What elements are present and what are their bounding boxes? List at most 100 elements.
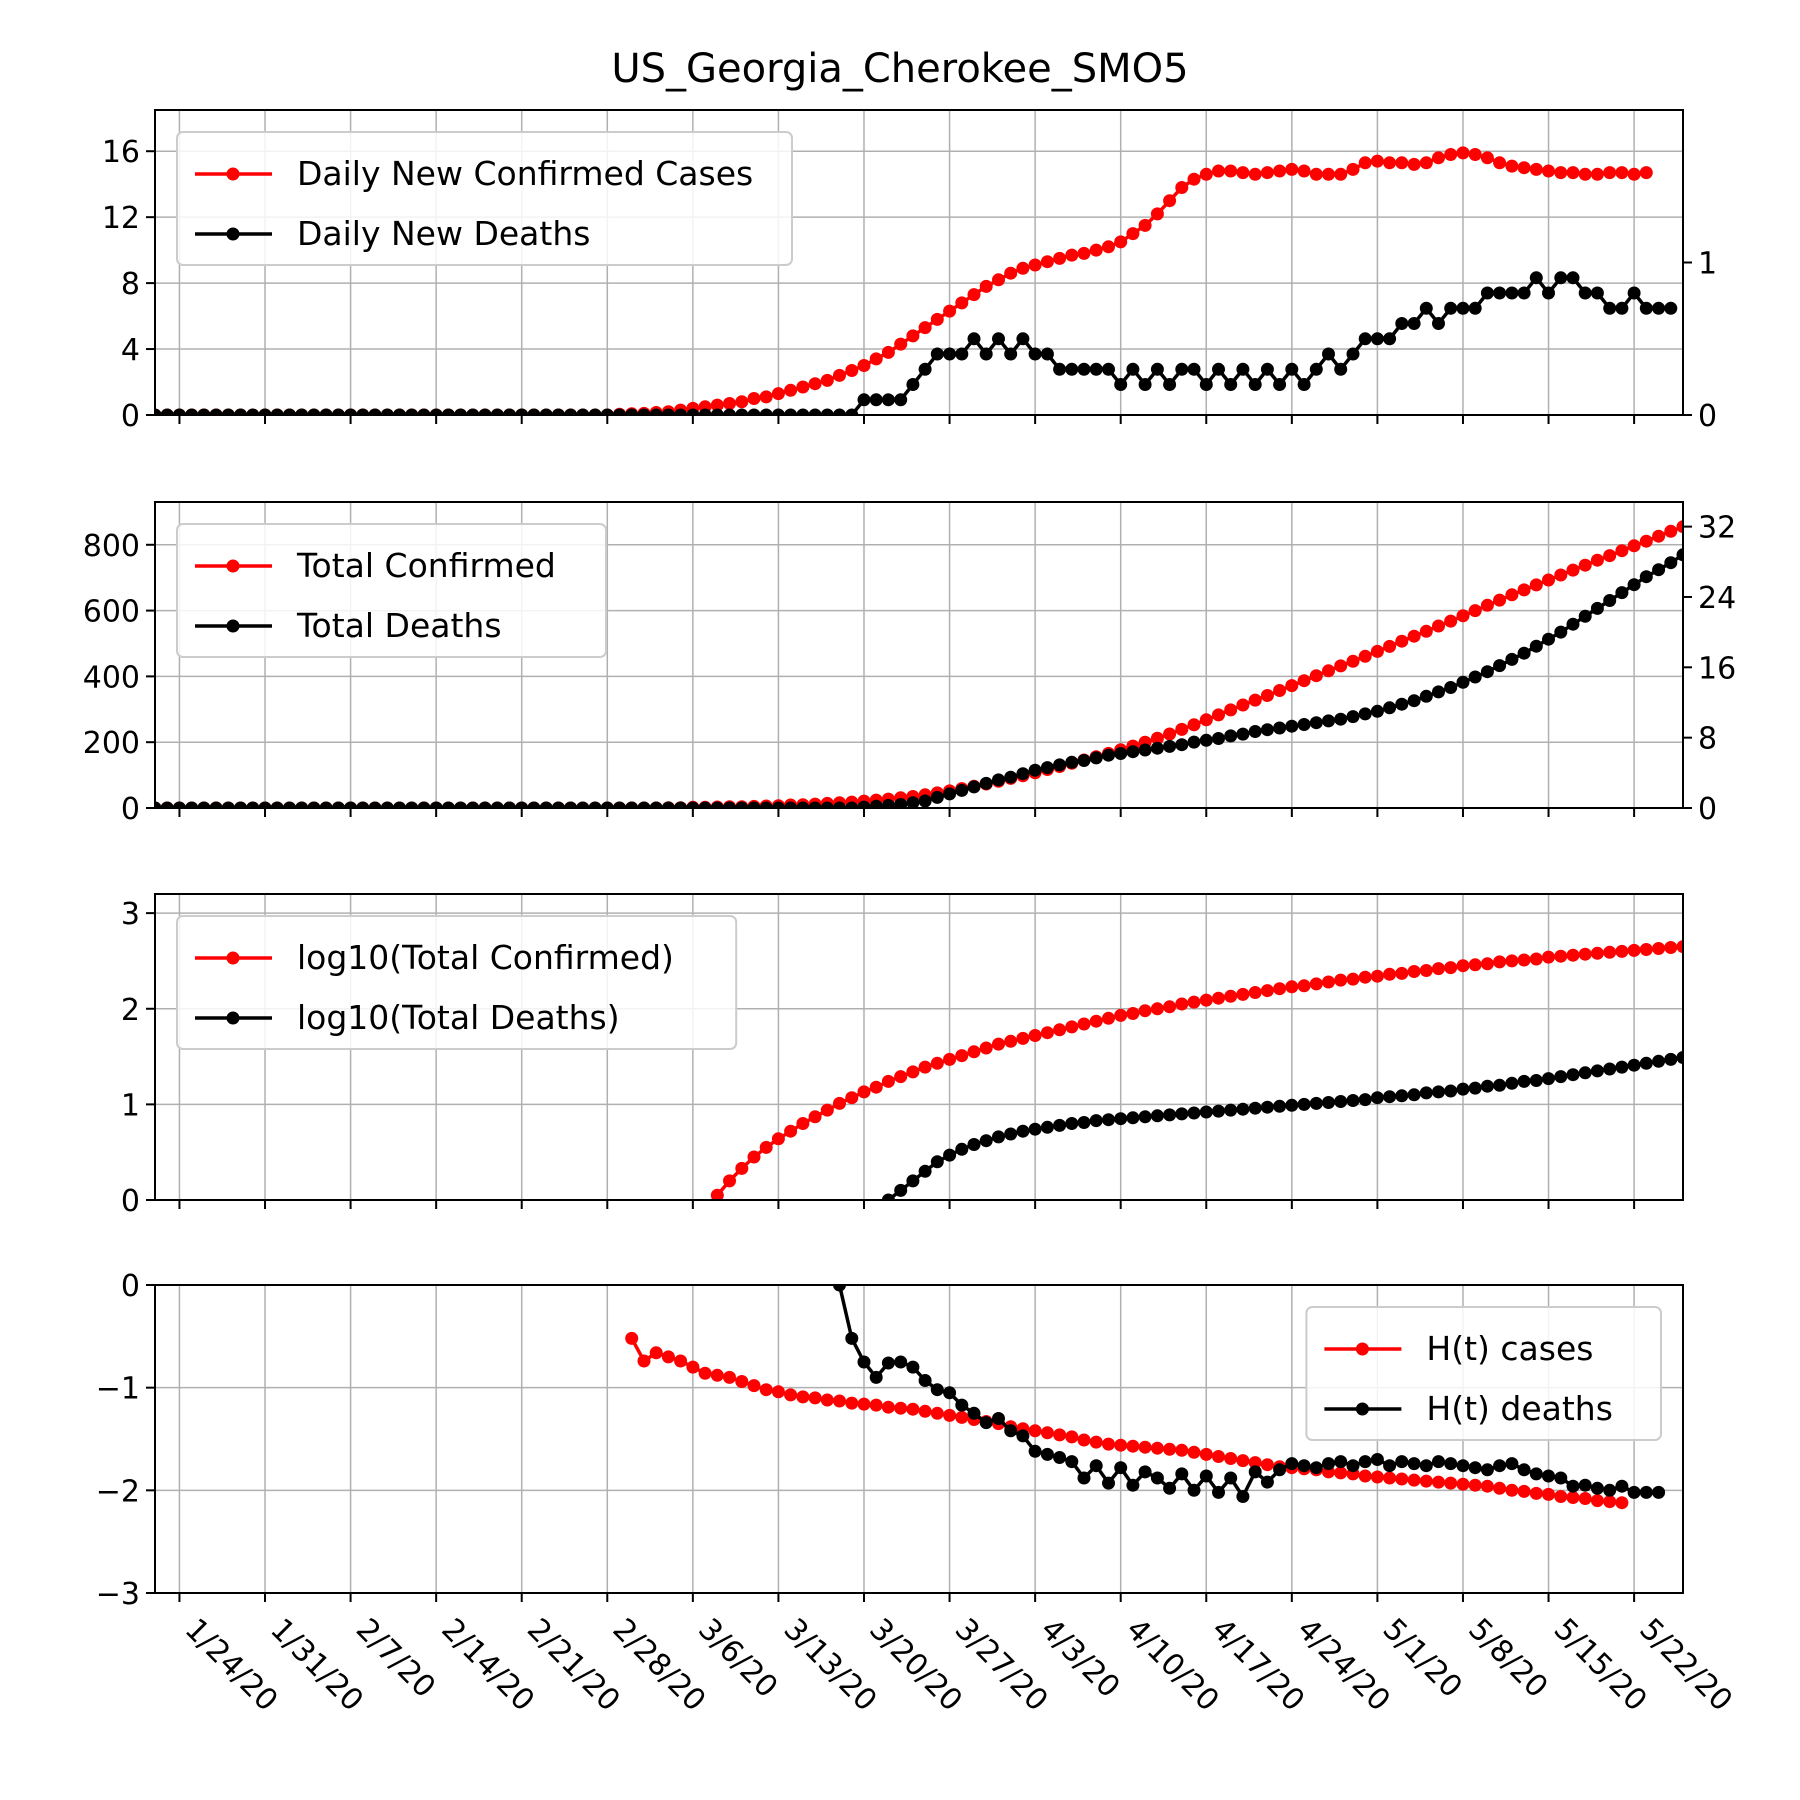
data-point	[1260, 1458, 1274, 1472]
data-point	[1627, 578, 1641, 592]
data-point	[1346, 972, 1360, 986]
data-point	[1102, 1437, 1115, 1451]
y2-tick-label: 32	[1698, 511, 1736, 546]
data-point	[1199, 1447, 1213, 1461]
data-point	[894, 1401, 908, 1415]
data-point	[1395, 1455, 1409, 1469]
data-point	[808, 1110, 822, 1124]
data-point	[1309, 669, 1323, 683]
data-point	[1260, 723, 1274, 737]
data-point	[674, 408, 688, 415]
data-point	[1529, 1074, 1543, 1087]
data-point	[1370, 154, 1384, 168]
data-point	[1346, 710, 1360, 724]
data-point	[576, 801, 590, 808]
legend-marker	[226, 951, 240, 965]
legend-marker	[1355, 1342, 1369, 1356]
data-point	[1138, 1465, 1152, 1479]
data-point	[1114, 1008, 1128, 1022]
data-point	[1505, 652, 1519, 666]
series-group	[625, 1285, 1666, 1510]
data-point	[1566, 1491, 1580, 1504]
data-point	[1346, 347, 1360, 361]
data-point	[1652, 301, 1666, 315]
data-point	[1163, 739, 1177, 753]
data-point	[845, 1091, 859, 1105]
data-point	[1138, 1004, 1152, 1018]
data-point	[881, 345, 895, 359]
data-point	[588, 408, 602, 415]
data-point	[234, 408, 248, 415]
data-point	[784, 1388, 798, 1402]
data-point	[1004, 266, 1018, 280]
data-point	[918, 1404, 932, 1418]
data-point	[1517, 953, 1531, 967]
data-point	[1322, 167, 1335, 181]
data-point	[967, 780, 981, 794]
y-tick-label: 600	[83, 595, 140, 630]
data-point	[1639, 301, 1653, 315]
data-point	[1089, 1459, 1103, 1473]
data-point	[930, 1155, 944, 1169]
data-point	[992, 1130, 1005, 1144]
data-point	[1578, 286, 1592, 300]
data-point	[155, 801, 162, 808]
data-point	[1126, 227, 1140, 241]
y2-tick-label: 1	[1698, 247, 1717, 282]
data-point	[319, 801, 333, 808]
data-point	[1554, 1070, 1568, 1084]
data-point	[1542, 1072, 1555, 1086]
data-point	[1590, 601, 1604, 615]
data-point	[1493, 156, 1507, 170]
data-point	[1750, 934, 1763, 947]
data-point	[1309, 716, 1323, 730]
data-point	[1468, 958, 1482, 972]
y-tick-label: −3	[96, 1577, 140, 1612]
data-point	[1224, 729, 1238, 743]
data-point	[1370, 969, 1384, 983]
data-point	[1334, 1455, 1348, 1469]
data-point	[747, 1150, 761, 1164]
data-point	[625, 408, 639, 415]
data-point	[686, 408, 700, 415]
data-point	[1322, 1457, 1335, 1471]
data-point	[1187, 1106, 1201, 1120]
data-point	[686, 1360, 700, 1374]
data-point	[820, 1393, 834, 1407]
data-point	[160, 801, 174, 808]
data-point	[833, 1285, 846, 1292]
subplot-3: 0 1 2 3 log10(Total Confirmed) log10(Total De…	[121, 893, 1775, 1219]
data-point	[1456, 675, 1470, 689]
data-point	[1102, 748, 1115, 762]
data-point	[796, 1117, 810, 1130]
data-point	[1554, 271, 1568, 285]
data-point	[759, 801, 773, 808]
data-point	[356, 408, 370, 415]
data-point	[466, 801, 480, 808]
data-point	[967, 288, 981, 302]
y-tick-label: 2	[121, 993, 140, 1028]
data-point	[1065, 1117, 1079, 1130]
data-point	[1383, 1459, 1397, 1473]
data-point	[796, 380, 810, 394]
y-tick-label: −2	[96, 1474, 140, 1509]
data-point	[613, 408, 626, 415]
data-point	[1114, 747, 1128, 760]
data-point	[1542, 286, 1555, 300]
data-point	[258, 408, 272, 415]
legend-marker	[226, 559, 240, 573]
data-point	[1407, 1088, 1421, 1102]
data-point	[1077, 1471, 1091, 1485]
data-point	[1444, 614, 1458, 628]
data-point	[172, 801, 186, 808]
data-point	[1615, 1479, 1629, 1493]
data-point	[1016, 261, 1030, 275]
data-point	[1187, 735, 1201, 749]
data-point	[1199, 1105, 1213, 1119]
data-point	[723, 1174, 736, 1188]
y-tick-label: −1	[96, 1372, 140, 1407]
data-point	[1676, 548, 1683, 562]
data-point	[1102, 1476, 1115, 1490]
data-point	[1762, 933, 1775, 946]
